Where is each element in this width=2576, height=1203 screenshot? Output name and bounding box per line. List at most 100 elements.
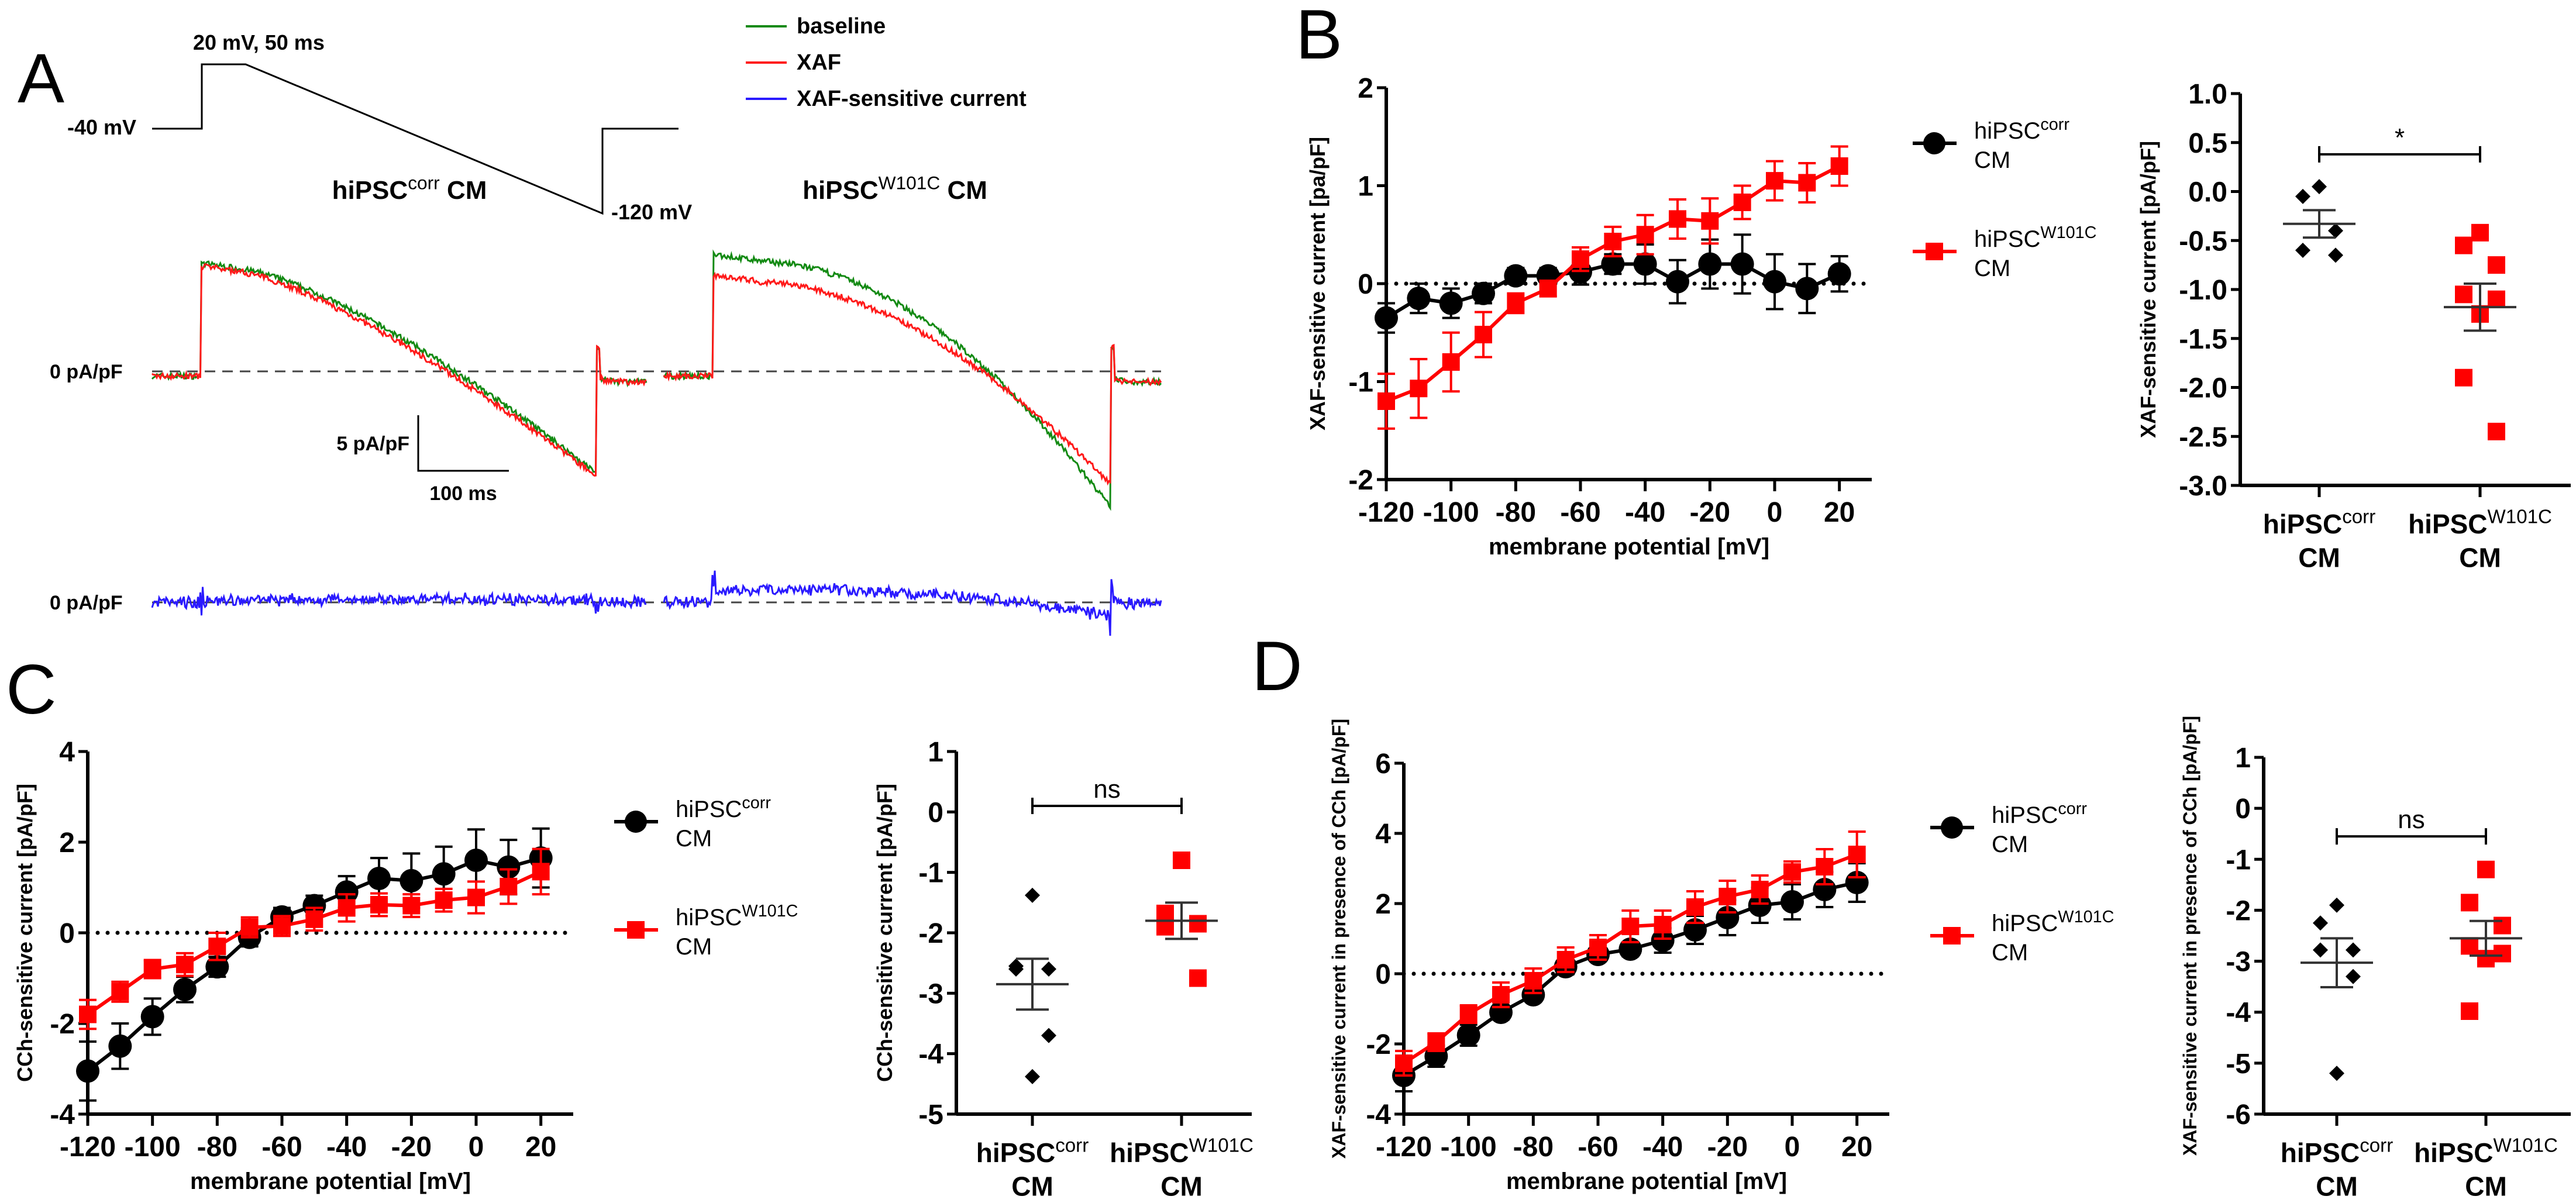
x-axis-label: membrane potential [mV] xyxy=(1506,1168,1787,1194)
data-point xyxy=(1008,961,1024,977)
y-tick-label: -3 xyxy=(918,978,943,1009)
legend-label: hiPSCcorr CM xyxy=(1974,115,2069,173)
data-point xyxy=(1651,929,1675,952)
data-point xyxy=(2455,368,2472,387)
label-line2: CM xyxy=(1974,147,2010,173)
legend-label: hiPSCcorr CM xyxy=(1992,799,2087,857)
label-line2: CM xyxy=(1974,256,2010,281)
y-axis-label: CCh-sensitive current [pA/pF] xyxy=(873,784,897,1082)
series-W101C xyxy=(79,847,550,1030)
y-tick-label: 0 xyxy=(1375,959,1391,990)
data-point xyxy=(338,899,356,917)
y-tick-label: -2.0 xyxy=(2179,373,2227,404)
data-point xyxy=(497,855,521,879)
series-W101C xyxy=(1395,830,1866,1077)
mean-sem-bar xyxy=(2444,282,2516,332)
data-point xyxy=(2312,179,2327,195)
y-tick-label: 6 xyxy=(1375,749,1391,780)
data-point xyxy=(2461,894,2478,912)
data-point xyxy=(1943,927,1961,945)
data-point xyxy=(143,960,161,978)
label-base: hiPSC xyxy=(1110,1137,1189,1168)
data-point xyxy=(1375,306,1398,330)
svg-text:hiPSCW101C: hiPSCW101C xyxy=(1110,1135,1253,1168)
data-point xyxy=(1025,887,1040,903)
x-tick-label: 20 xyxy=(1824,497,1855,528)
label-base: hiPSC xyxy=(2263,509,2342,539)
legend-item: hiPSCcorr CM xyxy=(614,794,771,852)
series-corr xyxy=(76,827,553,1102)
x-tick-label: -120 xyxy=(60,1132,116,1163)
protocol-step-label: 20 mV, 50 ms xyxy=(193,30,325,54)
label-line2: CM xyxy=(2298,543,2340,573)
x-tick-label: -80 xyxy=(197,1132,237,1163)
data-point xyxy=(1666,270,1689,294)
data-point xyxy=(111,983,129,1001)
x-tick-label: -120 xyxy=(1376,1132,1432,1163)
data-point xyxy=(500,877,518,895)
xaf-trace xyxy=(151,263,647,477)
data-point xyxy=(2346,942,2361,958)
data-point xyxy=(305,910,323,928)
data-point xyxy=(1719,888,1737,905)
y-tick-label: 1 xyxy=(928,737,943,768)
series-corr xyxy=(1375,233,1851,334)
x-tick-label: -100 xyxy=(1423,497,1479,528)
svg-text:hiPSCW101C CM: hiPSCW101C CM xyxy=(803,172,987,205)
legend-item: XAF xyxy=(746,50,841,75)
label-line2: CM xyxy=(1992,940,2028,966)
data-point xyxy=(1504,264,1528,288)
y-tick-label: 4 xyxy=(1375,819,1391,850)
data-point xyxy=(2313,915,2328,931)
svg-text:hiPSCcorr: hiPSCcorr xyxy=(2263,506,2376,539)
data-point xyxy=(1730,252,1754,276)
data-point xyxy=(1472,281,1495,305)
zero-label: 0 pA/pF xyxy=(50,361,123,383)
y-tick-label: -1.5 xyxy=(2179,324,2227,355)
data-point xyxy=(2455,285,2472,304)
svg-text:hiPSCW101C: hiPSCW101C xyxy=(2408,506,2552,539)
label-superscript: corr xyxy=(2058,799,2087,818)
y-tick-label: 0 xyxy=(1358,269,1373,300)
y-tick-label: 0.0 xyxy=(2188,177,2227,208)
y-axis-label: XAF-sensitive current [pa/pF] xyxy=(1306,137,1330,430)
data-point xyxy=(1395,1054,1413,1072)
data-point xyxy=(2471,223,2489,242)
legend-label: XAF xyxy=(797,50,841,75)
data-point xyxy=(2461,1002,2478,1020)
label-line2: CM xyxy=(676,826,712,852)
data-point xyxy=(367,867,391,890)
data-point xyxy=(532,863,550,881)
voltage-protocol: 20 mV, 50 ms -40 mV -120 mV xyxy=(67,30,692,224)
data-point xyxy=(435,891,453,909)
trace-w101c xyxy=(663,249,1162,636)
y-tick-label: 0.5 xyxy=(2188,128,2227,159)
label-line2: CM xyxy=(2316,1171,2358,1202)
legend-item: hiPSCcorr CM xyxy=(1930,799,2087,857)
y-tick-label: 4 xyxy=(59,737,75,768)
y-tick-label: -2 xyxy=(1366,1029,1391,1060)
legend-item: baseline xyxy=(746,14,886,39)
data-point xyxy=(1475,326,1492,344)
data-point xyxy=(1733,193,1751,211)
x-tick-label: -20 xyxy=(1707,1132,1748,1163)
data-point xyxy=(1763,270,1786,294)
scale-bar xyxy=(417,415,509,472)
y-tick-label: -1.0 xyxy=(2179,275,2227,306)
data-point xyxy=(2329,1066,2344,1081)
label-base: hiPSC xyxy=(1992,802,2058,828)
data-point xyxy=(1456,1023,1480,1047)
data-point xyxy=(627,921,645,939)
legend-label: hiPSCW101C CM xyxy=(676,902,798,960)
label-superscript: corr xyxy=(2342,506,2375,528)
data-point xyxy=(1442,353,1460,371)
x-tick-label: -80 xyxy=(1513,1132,1554,1163)
y-tick-label: -2 xyxy=(918,918,943,949)
data-point xyxy=(1459,1005,1478,1023)
data-point xyxy=(2328,247,2343,263)
significance-label: ns xyxy=(2398,805,2425,834)
data-point xyxy=(402,897,421,915)
